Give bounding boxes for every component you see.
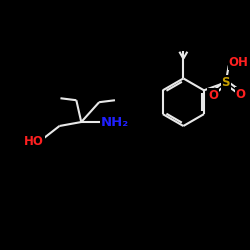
Text: S: S: [222, 76, 230, 89]
Text: HO: HO: [24, 135, 44, 148]
Text: OH: OH: [229, 56, 248, 69]
Text: O: O: [236, 88, 246, 101]
Text: NH₂: NH₂: [101, 116, 129, 128]
Text: O: O: [208, 89, 218, 102]
